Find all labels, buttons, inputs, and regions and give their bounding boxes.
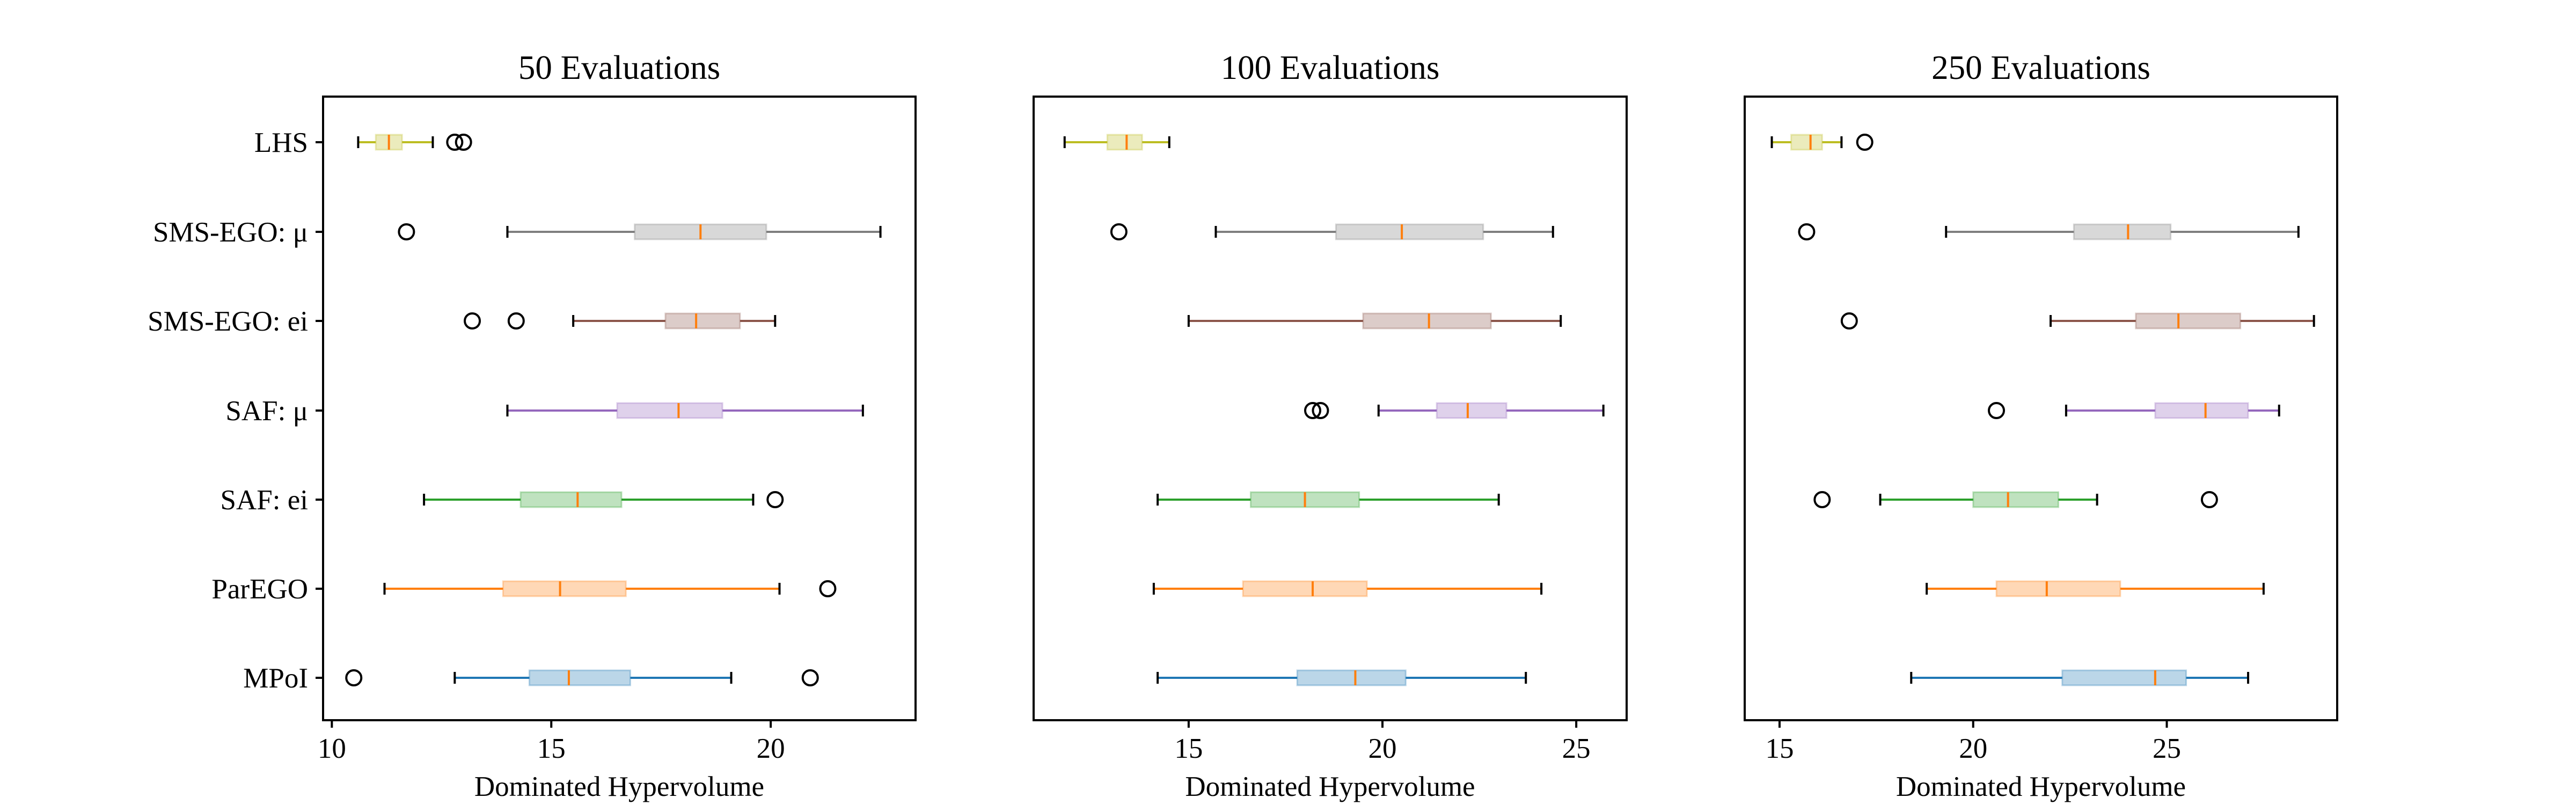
x-tick-label: 25 xyxy=(2153,733,2181,764)
outlier-point xyxy=(1798,223,1816,240)
box-iqr xyxy=(616,402,723,419)
outlier-point xyxy=(455,134,472,151)
box-parego xyxy=(383,580,837,597)
box-iqr xyxy=(1436,402,1507,419)
outlier-point xyxy=(1304,402,1321,419)
box-lhs xyxy=(1063,134,1170,151)
x-axis-label: Dominated Hypervolume xyxy=(1185,771,1475,802)
x-tick-label: 15 xyxy=(537,733,566,764)
box-iqr xyxy=(2135,312,2242,330)
x-tick-label: 15 xyxy=(1174,733,1203,764)
box-iqr xyxy=(1362,312,1492,330)
x-tick-label: 20 xyxy=(1959,733,1987,764)
outlier-point xyxy=(1856,134,1874,151)
box-sms-ego-mu xyxy=(398,223,882,240)
outlier-point xyxy=(1312,402,1329,419)
box-iqr xyxy=(2061,669,2187,686)
box-mpoi xyxy=(1157,669,1527,686)
box-lhs xyxy=(1770,134,1874,151)
box-sms-ego-ei xyxy=(464,312,777,330)
outlier-point xyxy=(507,312,525,330)
axes-frame xyxy=(1033,96,1628,721)
box-iqr xyxy=(1972,491,2059,508)
box-iqr xyxy=(1242,580,1368,597)
chart-title: 50 Evaluations xyxy=(518,49,720,86)
box-iqr xyxy=(1790,134,1823,151)
y-tick-label: SAF: μ xyxy=(225,396,308,427)
box-saf-ei xyxy=(1157,491,1500,508)
outlier-point xyxy=(446,134,464,151)
outlier-point xyxy=(345,669,363,686)
box-iqr xyxy=(1296,669,1407,686)
axes-frame xyxy=(1744,96,2338,721)
x-tick-label: 15 xyxy=(1765,733,1794,764)
outlier-point xyxy=(801,669,819,686)
x-tick-label: 10 xyxy=(318,733,346,764)
box-iqr xyxy=(519,491,623,508)
x-tick-label: 20 xyxy=(757,733,785,764)
box-saf-mu xyxy=(1988,402,2280,419)
box-iqr xyxy=(1335,223,1484,240)
panel-3: 250 Evaluations Dominated Hypervolume 15 20… xyxy=(1744,49,2338,802)
y-tick-label: MPoI xyxy=(243,663,308,694)
outlier-point xyxy=(766,491,784,508)
box-sms-ego-mu xyxy=(1798,223,2300,240)
chart-title: 250 Evaluations xyxy=(1931,49,2150,86)
box-saf-ei xyxy=(1813,491,2218,508)
panel-1: 50 Evaluations Dominated Hypervolume 10 15 2… xyxy=(148,49,917,802)
box-saf-mu xyxy=(1304,402,1605,419)
box-iqr xyxy=(2073,223,2172,240)
outlier-point xyxy=(398,223,415,240)
chart-title: 100 Evaluations xyxy=(1221,49,1440,86)
box-parego xyxy=(1926,580,2265,597)
y-tick-label: SMS-EGO: μ xyxy=(153,217,308,248)
outlier-point xyxy=(464,312,481,330)
box-parego xyxy=(1152,580,1543,597)
outlier-point xyxy=(1840,312,1858,330)
box-iqr xyxy=(2154,402,2249,419)
box-sms-ego-ei xyxy=(1187,312,1562,330)
y-tick-label: SAF: ei xyxy=(221,485,308,516)
box-sms-ego-ei xyxy=(1840,312,2315,330)
box-sms-ego-mu xyxy=(1110,223,1554,240)
y-tick-label: LHS xyxy=(254,127,308,158)
outlier-point xyxy=(2200,491,2218,508)
outlier-point xyxy=(1110,223,1128,240)
box-saf-ei xyxy=(423,491,784,508)
outlier-point xyxy=(1813,491,1831,508)
box-saf-mu xyxy=(506,402,864,419)
box-mpoi xyxy=(1910,669,2250,686)
x-tick-label: 25 xyxy=(1562,733,1591,764)
box-mpoi xyxy=(345,669,819,686)
box-iqr xyxy=(1106,134,1143,151)
box-iqr xyxy=(528,669,631,686)
x-axis-label: Dominated Hypervolume xyxy=(1896,771,2186,802)
outlier-point xyxy=(819,580,837,597)
x-axis-label: Dominated Hypervolume xyxy=(474,771,764,802)
y-tick-label: SMS-EGO: ei xyxy=(148,306,308,337)
box-iqr xyxy=(502,580,627,597)
y-tick-label: ParEGO xyxy=(211,574,308,605)
panel-2: 100 Evaluations Dominated Hypervolume 15 20… xyxy=(1033,49,1628,802)
box-iqr xyxy=(1995,580,2121,597)
outlier-point xyxy=(1988,402,2006,419)
axes-frame xyxy=(322,96,917,721)
x-tick-label: 20 xyxy=(1368,733,1397,764)
box-lhs xyxy=(357,134,472,151)
box-iqr xyxy=(664,312,741,330)
